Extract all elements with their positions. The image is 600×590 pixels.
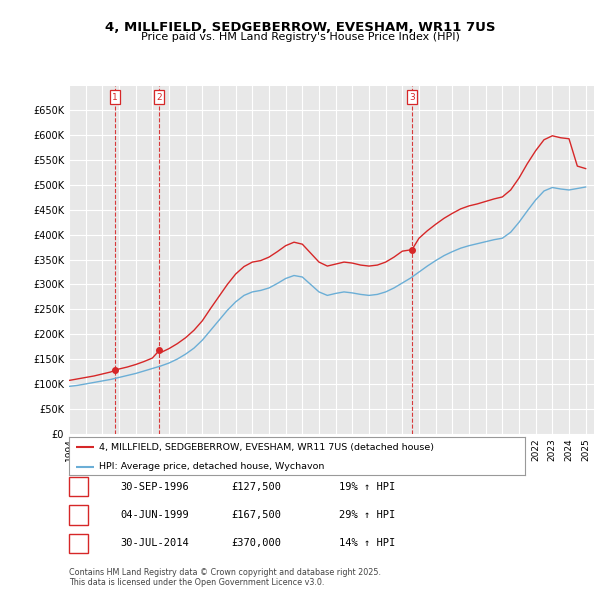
Text: 4, MILLFIELD, SEDGEBERROW, EVESHAM, WR11 7US: 4, MILLFIELD, SEDGEBERROW, EVESHAM, WR11… xyxy=(105,21,495,34)
Text: 29% ↑ HPI: 29% ↑ HPI xyxy=(339,510,395,520)
Text: 2: 2 xyxy=(75,510,82,520)
Text: 4, MILLFIELD, SEDGEBERROW, EVESHAM, WR11 7US (detached house): 4, MILLFIELD, SEDGEBERROW, EVESHAM, WR11… xyxy=(98,443,434,452)
Text: HPI: Average price, detached house, Wychavon: HPI: Average price, detached house, Wych… xyxy=(98,462,324,471)
Text: 2: 2 xyxy=(157,93,162,101)
Text: 3: 3 xyxy=(75,539,82,548)
Text: 1: 1 xyxy=(112,93,118,101)
Text: 19% ↑ HPI: 19% ↑ HPI xyxy=(339,482,395,491)
Text: Price paid vs. HM Land Registry's House Price Index (HPI): Price paid vs. HM Land Registry's House … xyxy=(140,32,460,42)
Text: 04-JUN-1999: 04-JUN-1999 xyxy=(120,510,189,520)
Text: 1: 1 xyxy=(75,482,82,491)
Text: 3: 3 xyxy=(409,93,415,101)
Text: £167,500: £167,500 xyxy=(231,510,281,520)
Text: £370,000: £370,000 xyxy=(231,539,281,548)
Text: Contains HM Land Registry data © Crown copyright and database right 2025.
This d: Contains HM Land Registry data © Crown c… xyxy=(69,568,381,587)
Text: 30-JUL-2014: 30-JUL-2014 xyxy=(120,539,189,548)
Text: £127,500: £127,500 xyxy=(231,482,281,491)
Text: 30-SEP-1996: 30-SEP-1996 xyxy=(120,482,189,491)
Text: 14% ↑ HPI: 14% ↑ HPI xyxy=(339,539,395,548)
